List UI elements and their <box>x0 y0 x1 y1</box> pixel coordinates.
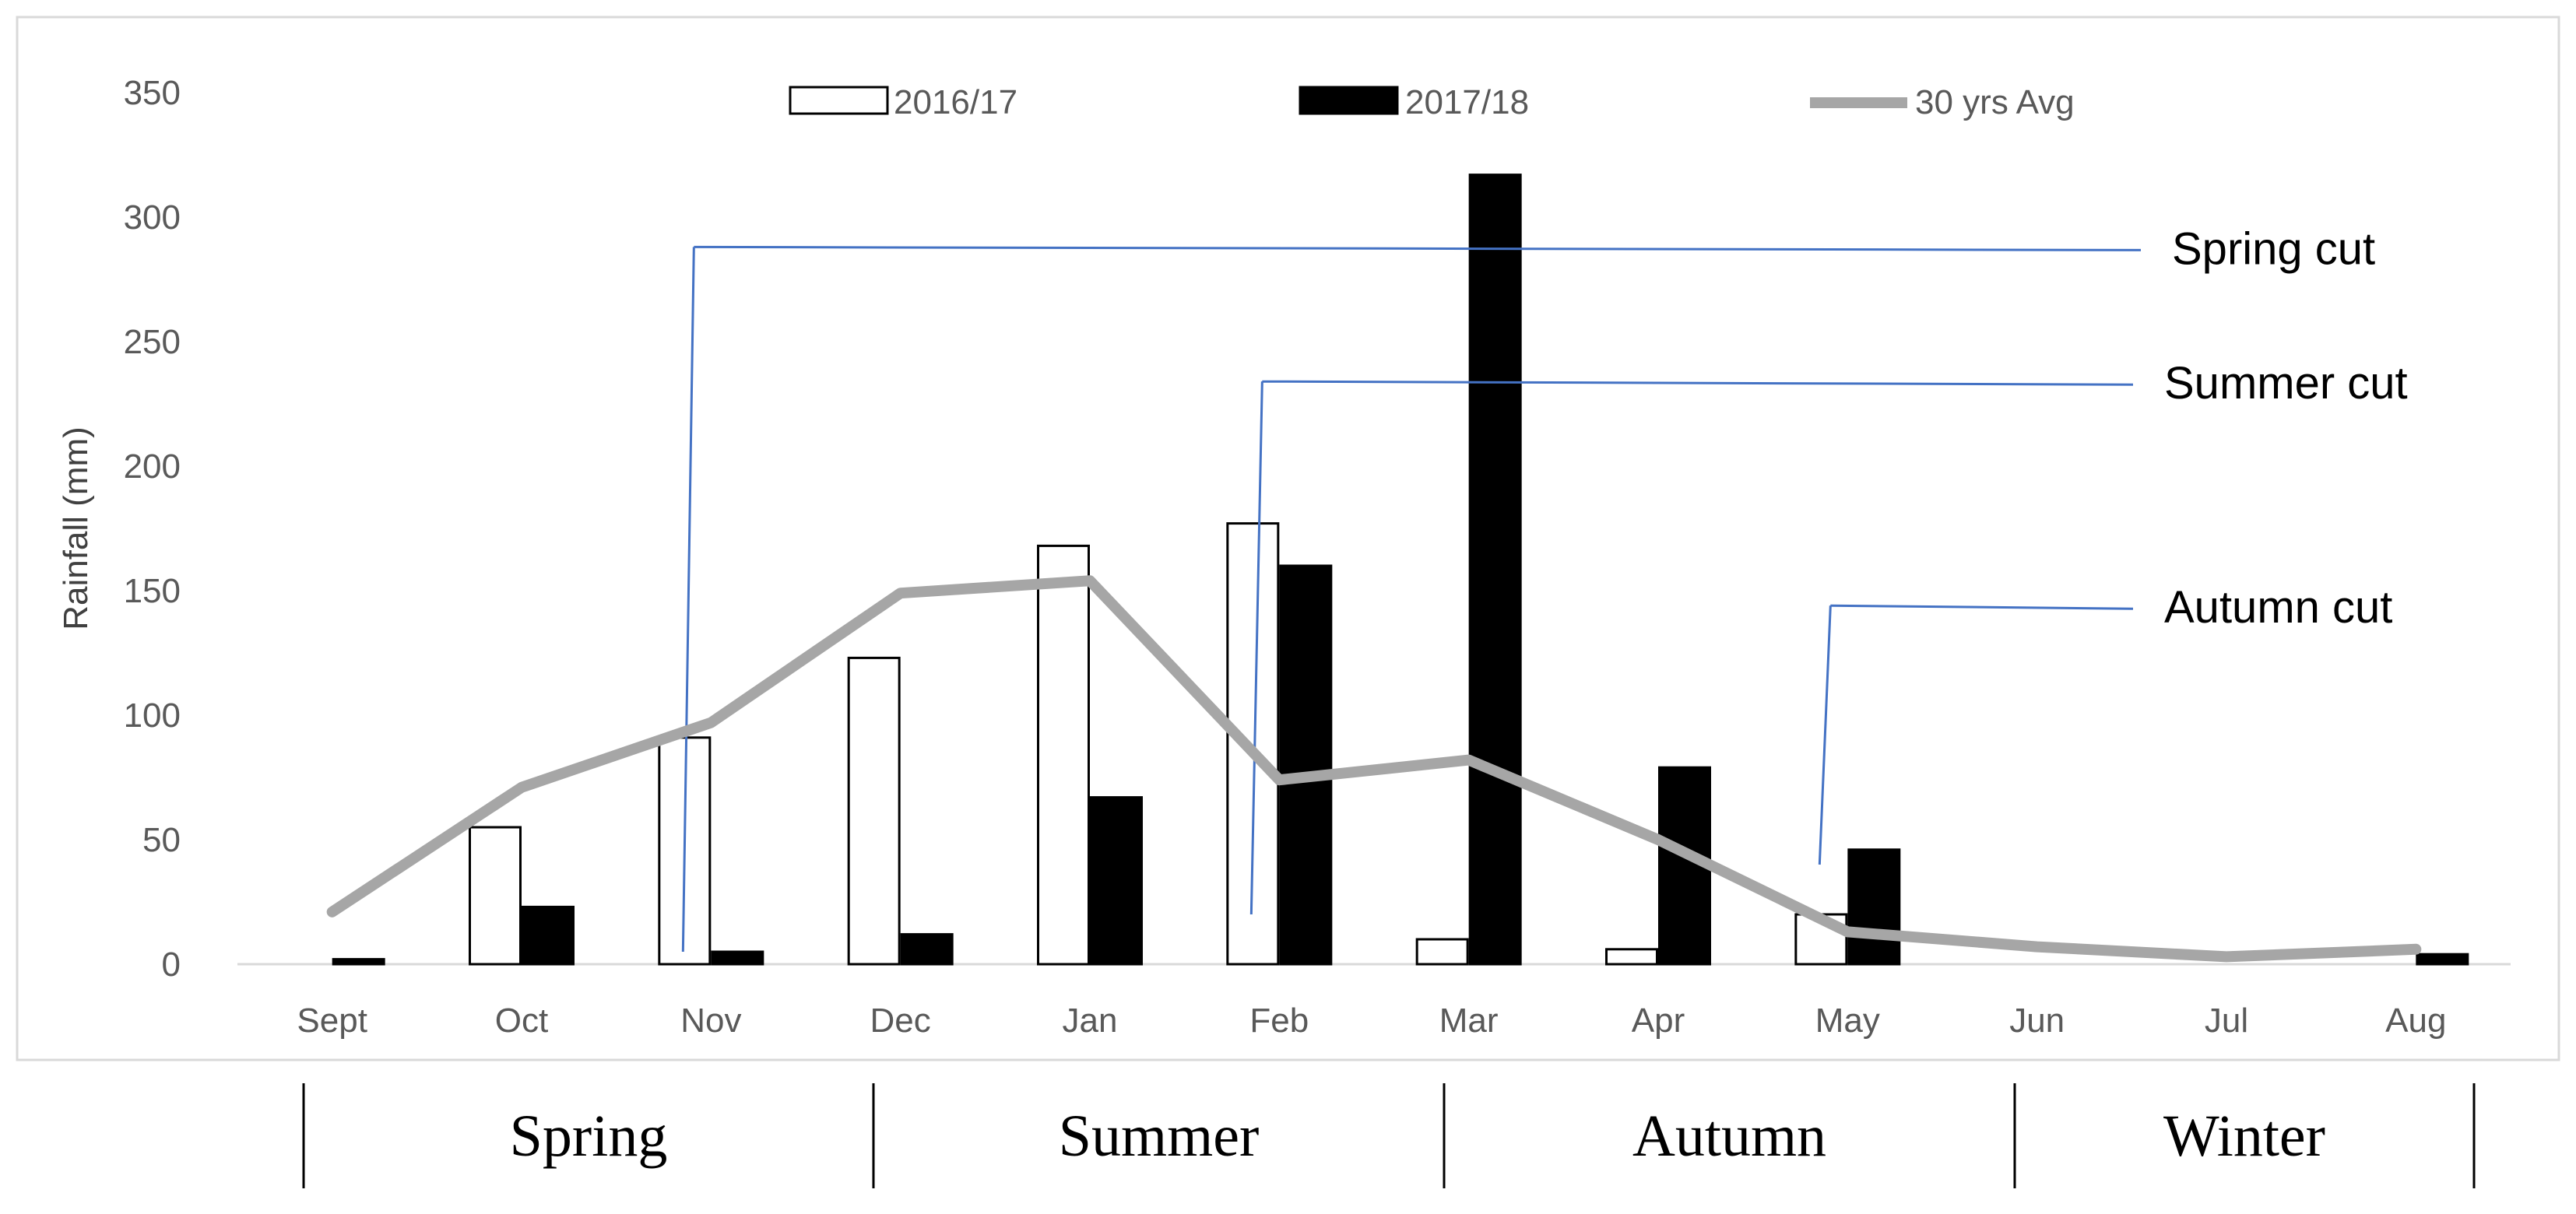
bar-2017-18-nov <box>711 950 764 966</box>
avg-point-sept <box>331 910 333 913</box>
x-tick-label: Dec <box>870 1002 931 1040</box>
avg-point-jun <box>2036 946 2038 948</box>
y-axis-ticks: 0 50 100 150 200 250 300 350 <box>124 74 181 984</box>
season-label: Winter <box>2163 1103 2325 1169</box>
legend-label: 2017/18 <box>1405 83 1529 121</box>
legend-label: 2016/17 <box>894 83 1017 121</box>
x-tick-label: Nov <box>680 1002 741 1040</box>
cut-leader-line <box>1830 604 2134 610</box>
y-tick-label: 300 <box>124 198 181 237</box>
y-tick-label: 50 <box>142 821 181 859</box>
cut-label: Autumn cut <box>2164 582 2392 633</box>
y-tick-label: 150 <box>124 572 181 610</box>
legend-label: 30 yrs Avg <box>1915 83 2075 121</box>
y-tick-label: 350 <box>124 74 181 112</box>
cut-marker-line <box>1249 381 1263 915</box>
avg-point-dec <box>899 592 901 595</box>
average-line-series <box>326 575 2422 963</box>
bar-2016-17-dec <box>847 656 901 966</box>
bar-2017-18-mar <box>1468 174 1522 966</box>
bar-2016-17-jan <box>1037 544 1090 966</box>
avg-point-apr <box>1657 839 1659 840</box>
bar-2016-17-mar <box>1415 938 1469 966</box>
season-label: Summer <box>1059 1103 1260 1169</box>
cut-marker-line <box>1818 605 1832 865</box>
bar-2017-18-aug <box>2416 953 2469 966</box>
avg-point-jul <box>2226 956 2227 958</box>
cut-marker-line <box>681 247 695 953</box>
x-tick-label: Jun <box>2009 1002 2065 1040</box>
avg-point-aug <box>2415 948 2417 950</box>
x-tick-label: Sept <box>297 1002 367 1040</box>
x-tick-label: Jul <box>2205 1002 2248 1040</box>
y-tick-label: 200 <box>124 447 181 486</box>
bar-2017-18-oct <box>522 905 575 966</box>
bar-2017-18-dec <box>900 933 954 966</box>
bar-2017-18-may <box>1847 848 1901 966</box>
x-axis-ticks: Sept Oct Nov Dec Jan Feb Mar Apr May Jun Jul Aug <box>297 1002 2446 1040</box>
avg-point-feb <box>1278 779 1281 781</box>
y-tick-label: 0 <box>162 946 181 984</box>
season-label: Autumn <box>1632 1103 1826 1169</box>
x-tick-label: Apr <box>1632 1002 1685 1040</box>
legend-swatch <box>789 86 889 115</box>
y-tick-label: 250 <box>124 323 181 361</box>
x-tick-label: Oct <box>495 1002 548 1040</box>
x-tick-label: Mar <box>1439 1002 1499 1040</box>
y-tick-label: 100 <box>124 696 181 735</box>
y-axis-title: Rainfall (mm) <box>57 426 95 630</box>
x-tick-label: Feb <box>1249 1002 1309 1040</box>
avg-point-jan <box>1089 580 1091 582</box>
avg-point-mar <box>1467 759 1470 761</box>
cut-label: Spring cut <box>2172 223 2375 274</box>
bar-2017-18-feb <box>1279 564 1333 966</box>
x-tick-label: May <box>1815 1002 1880 1040</box>
season-bar: Spring Summer Autumn Winter <box>302 1083 2476 1188</box>
x-tick-label: Jan <box>1063 1002 1118 1040</box>
bar-series <box>332 174 2469 966</box>
avg-line <box>326 575 2422 963</box>
legend-swatch <box>1299 86 1399 115</box>
avg-point-oct <box>521 786 522 788</box>
bar-2016-17-oct <box>469 826 522 966</box>
cut-leader-line <box>694 245 2142 251</box>
cut-leader-line <box>1262 380 2134 386</box>
avg-point-nov <box>710 721 712 724</box>
season-label: Spring <box>510 1103 668 1169</box>
bar-2017-18-sept <box>332 958 385 966</box>
cut-label: Summer cut <box>2164 358 2408 409</box>
legend: 2016/17 2017/18 30 yrs Avg <box>789 83 2075 121</box>
bar-2016-17-feb <box>1226 522 1280 966</box>
avg-point-may <box>1847 931 1849 933</box>
cut-annotations: Spring cut Summer cut Autumn cut <box>681 223 2408 953</box>
x-tick-label: Aug <box>2385 1002 2446 1040</box>
bar-2017-18-jan <box>1090 796 1143 966</box>
bar-2016-17-apr <box>1605 948 1658 966</box>
y-axis-label: Rainfall (mm) <box>57 426 95 630</box>
